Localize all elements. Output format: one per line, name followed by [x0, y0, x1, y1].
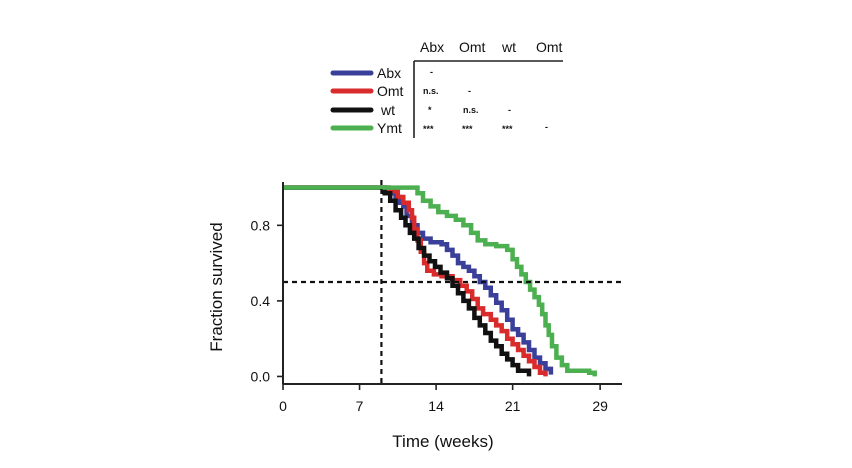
- y-axis-label: Fraction survived: [207, 222, 226, 351]
- table-column-header: Omt: [536, 39, 563, 55]
- series-line-wt: [283, 185, 532, 377]
- table-cell: ***: [502, 124, 513, 134]
- series-line-omt: [283, 185, 548, 377]
- legend-label-abx: Abx: [377, 65, 401, 81]
- table-cell: ***: [423, 124, 434, 134]
- table-cell: -: [468, 86, 471, 96]
- table-column-header: Abx: [420, 39, 444, 55]
- legend-label-omt: Omt: [377, 83, 404, 99]
- table-column-header: wt: [501, 39, 516, 55]
- y-tick-label: 0.4: [251, 293, 271, 309]
- x-tick-label: 14: [428, 398, 444, 414]
- series-layer: [283, 185, 597, 377]
- table-cell: -: [545, 122, 548, 132]
- significance-table: Abx Omt wt Omt Abx - Omt n.s. - wt * n.s…: [330, 39, 563, 138]
- series-line-ymt: [283, 185, 597, 377]
- table-cell: -: [508, 105, 511, 115]
- y-tick-label: 0.0: [251, 368, 271, 384]
- x-tick-label: 29: [592, 398, 608, 414]
- table-cell: n.s.: [463, 105, 479, 115]
- table-column-header: Omt: [459, 39, 486, 55]
- reference-lines: [283, 180, 622, 384]
- axes: 0 7 14 21 29 0.0 0.4 0.8: [251, 182, 622, 414]
- table-cell: n.s.: [423, 86, 439, 96]
- plot-area: 0 7 14 21 29 0.0 0.4 0.8 Time (weeks) Fraction …: [207, 180, 622, 451]
- x-axis-label: Time (weeks): [392, 432, 493, 451]
- x-tick-label: 21: [505, 398, 521, 414]
- table-cell: *: [428, 105, 432, 115]
- table-cell: ***: [462, 124, 473, 134]
- table-header: Abx Omt wt Omt: [420, 39, 563, 55]
- x-tick-label: 0: [279, 398, 287, 414]
- y-tick-label: 0.8: [251, 217, 271, 233]
- table-cell: -: [430, 67, 433, 77]
- legend-label-wt: wt: [380, 102, 395, 118]
- legend-label-ymt: Ymt: [377, 120, 402, 136]
- x-tick-label: 7: [356, 398, 364, 414]
